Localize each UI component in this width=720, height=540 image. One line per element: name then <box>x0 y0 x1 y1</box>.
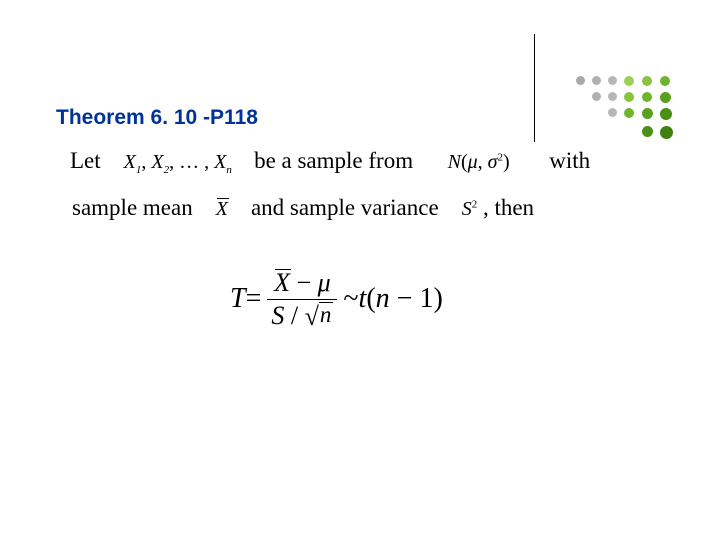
tilde-sign: ~ <box>343 283 358 315</box>
slash-sign: / <box>284 301 304 330</box>
S-symbol: S <box>271 301 284 330</box>
t-distribution: t(n − 1) <box>359 283 443 315</box>
corner-decoration <box>534 34 684 144</box>
T-symbol: T <box>230 283 246 315</box>
decor-dot <box>660 92 671 103</box>
be-a-sample-from: be a sample from <box>254 148 413 173</box>
decor-dot <box>624 92 634 102</box>
t-statistic-formula: T = X − μ S / √n ~ t(n − 1) <box>230 268 443 331</box>
fraction-bar <box>267 299 337 300</box>
decor-dot <box>592 92 601 101</box>
decor-dot <box>576 76 585 85</box>
xbar-symbol: X <box>216 198 228 220</box>
decor-dot <box>624 108 634 118</box>
s-squared-symbol: S2 <box>462 198 478 220</box>
xbar-in-num: X <box>274 268 290 298</box>
decor-dot <box>660 108 672 120</box>
with-text: with <box>549 148 590 173</box>
theorem-heading: Theorem 6. 10 -P118 <box>56 106 258 130</box>
decor-dot <box>660 76 670 86</box>
decor-dot <box>624 76 634 86</box>
then-text: , then <box>483 195 534 220</box>
fraction: X − μ S / √n <box>267 268 337 331</box>
sqrt-n: √n <box>305 302 334 327</box>
decor-dot <box>642 108 653 119</box>
normal-dist-expr: N(μ, σ2) <box>448 151 515 173</box>
decor-dot <box>608 76 617 85</box>
decor-dot <box>642 126 653 137</box>
sample-mean-label: sample mean <box>72 195 193 220</box>
equals-sign: = <box>246 283 262 315</box>
n-under-root: n <box>319 302 334 327</box>
statement-line-1: Let X1, X2, … , Xn be a sample from N(μ,… <box>70 148 590 176</box>
fraction-numerator: X − μ <box>270 268 335 298</box>
sample-list-expr: X1, X2, … , Xn <box>124 151 237 173</box>
slide: Theorem 6. 10 -P118 Let X1, X2, … , Xn b… <box>0 0 720 540</box>
decor-dot <box>660 126 673 139</box>
fraction-denominator: S / √n <box>267 301 337 331</box>
decor-dot <box>642 92 652 102</box>
decor-dot <box>642 76 652 86</box>
decor-dot <box>608 108 617 117</box>
minus-sign: − <box>290 268 318 297</box>
and-sample-variance: and sample variance <box>251 195 439 220</box>
decor-dot <box>608 92 617 101</box>
mu-symbol: μ <box>318 268 331 297</box>
decor-vertical-bar <box>534 34 535 142</box>
decor-dot <box>592 76 601 85</box>
statement-line-2: sample mean X and sample variance S2 , t… <box>72 195 534 221</box>
let-text: Let <box>70 148 101 173</box>
